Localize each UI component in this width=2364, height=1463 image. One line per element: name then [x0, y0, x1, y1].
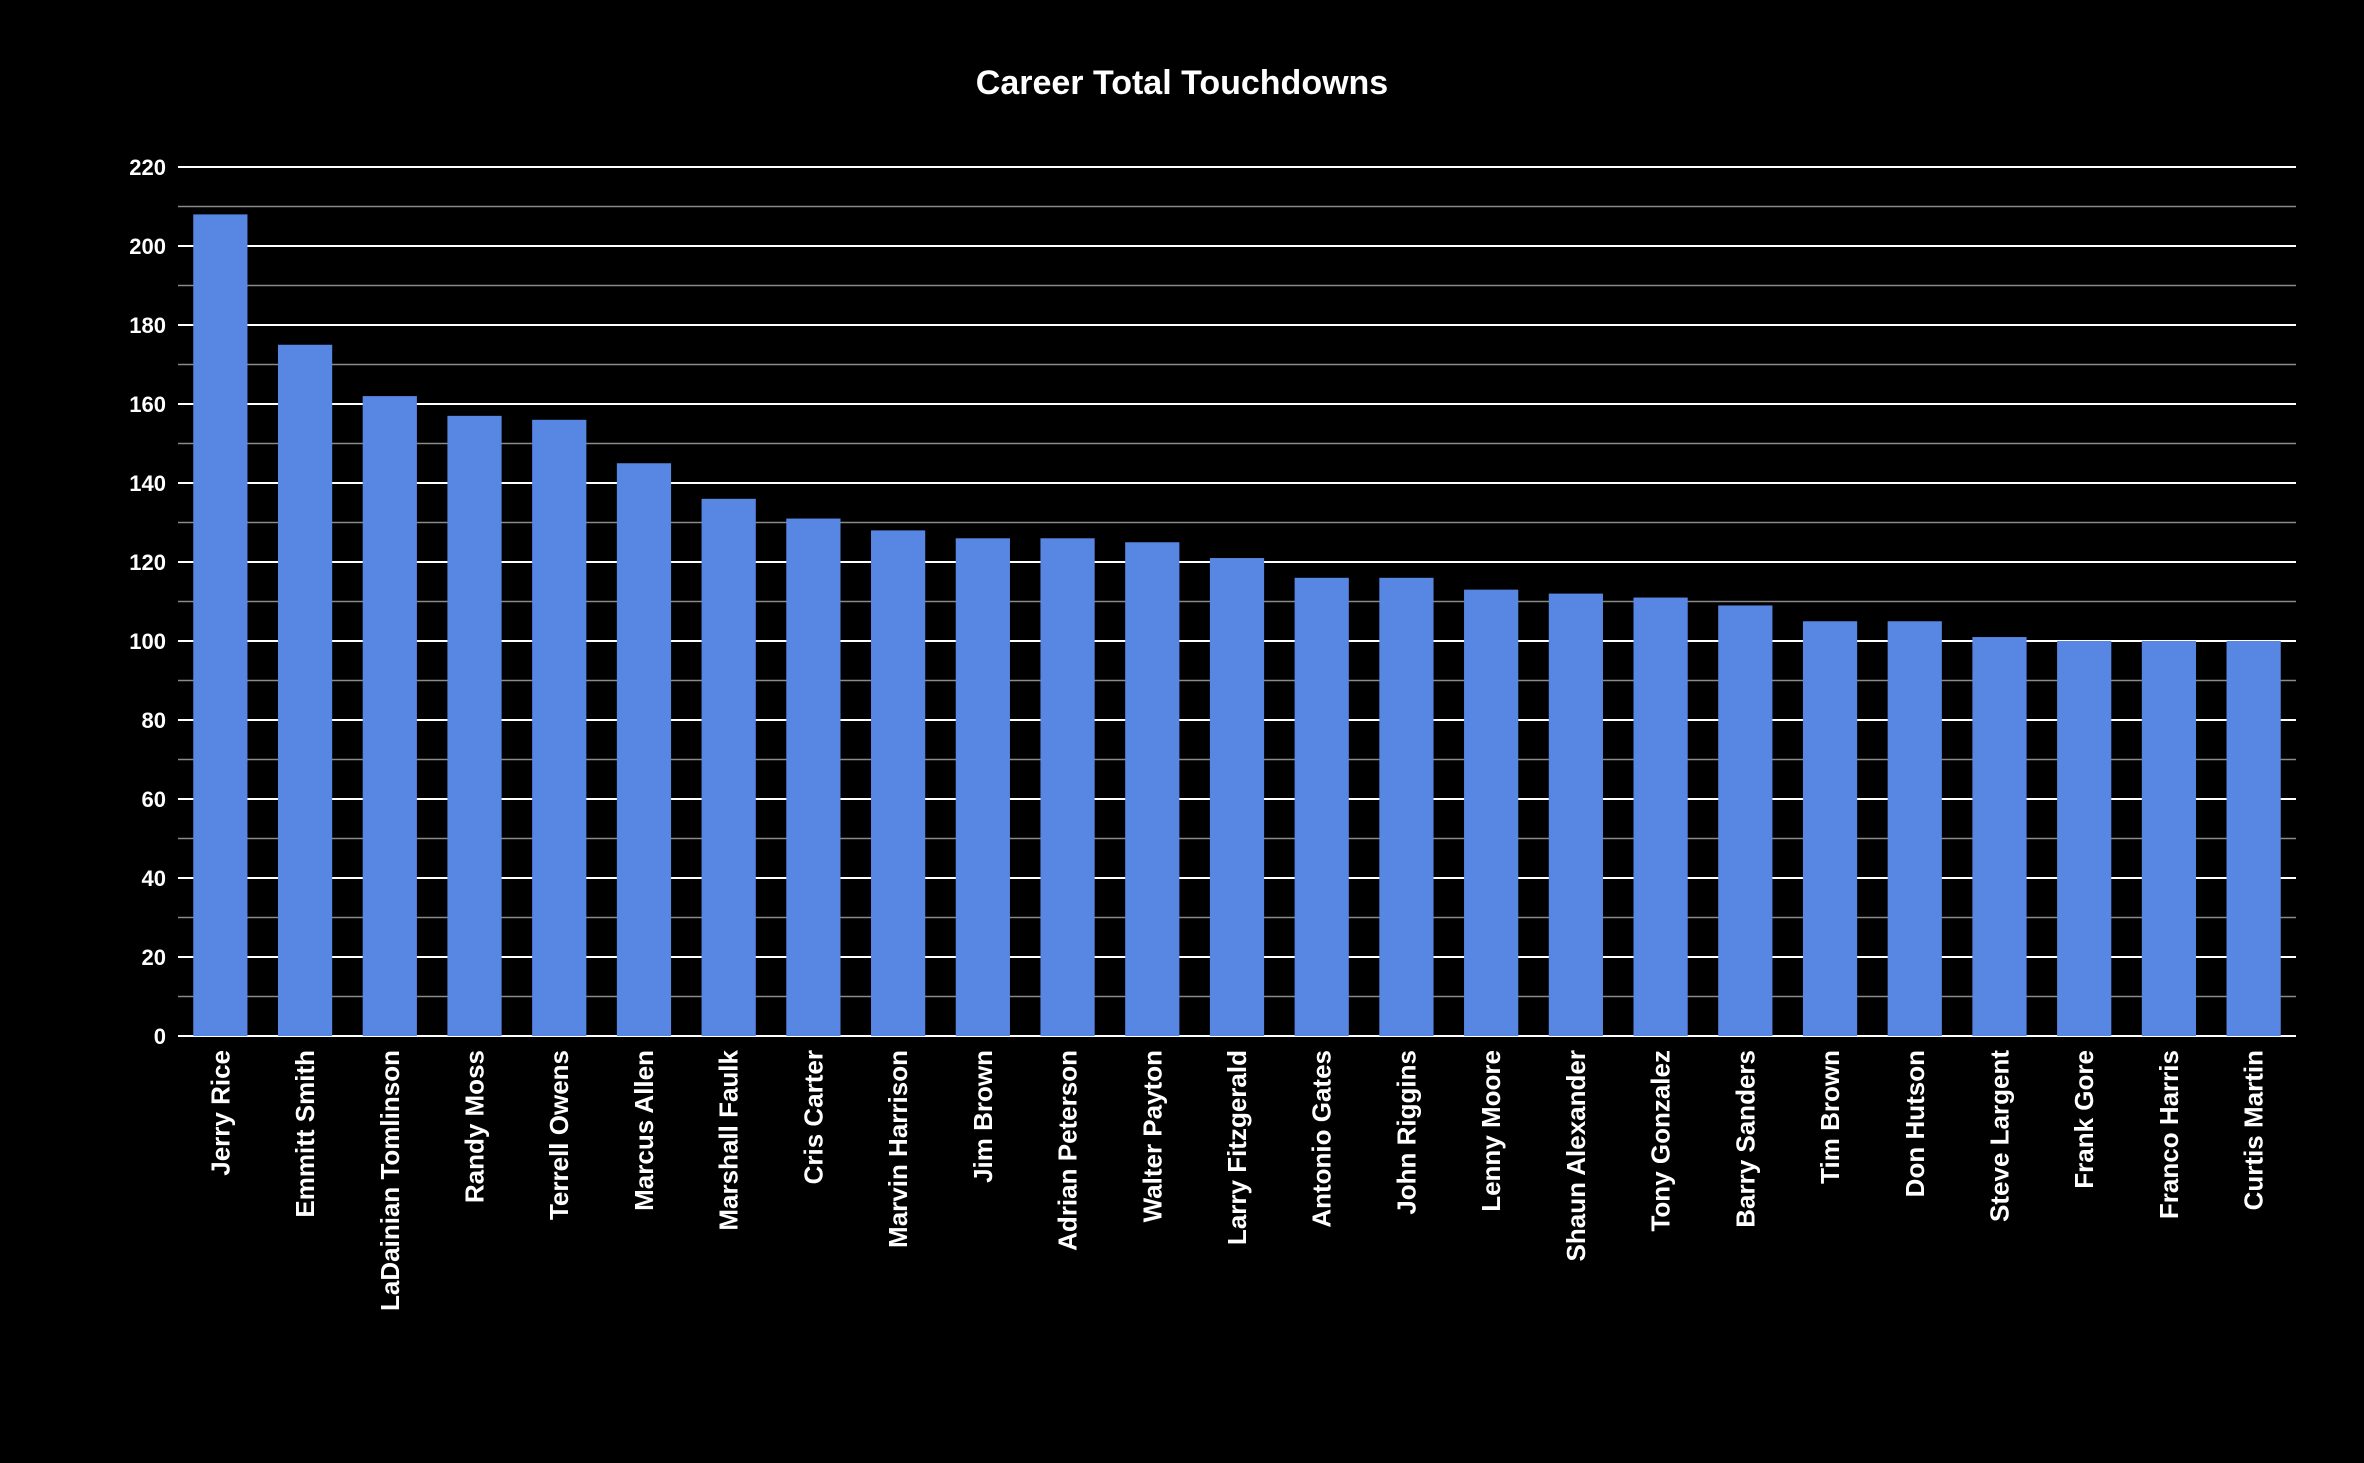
x-category-label: Cris Carter — [798, 1050, 828, 1184]
bar — [1718, 605, 1773, 1036]
bar — [871, 530, 926, 1036]
x-category-label: Randy Moss — [460, 1050, 490, 1203]
bar — [2141, 641, 2197, 1036]
chart-title: Career Total Touchdowns — [975, 64, 1389, 102]
y-tick-label: 220 — [129, 155, 166, 180]
y-axis-ticks: 0 20 40 60 80 100 120 140 160 180 200 220 — [129, 155, 166, 1049]
bar — [193, 214, 248, 1036]
x-category-label: Jim Brown — [968, 1050, 998, 1183]
bar — [1209, 558, 1265, 1036]
y-tick-label: 200 — [129, 234, 166, 259]
x-category-label: Terrell Owens — [544, 1050, 574, 1220]
bar — [616, 463, 672, 1036]
x-category-label: Antonio Gates — [1307, 1050, 1337, 1228]
y-tick-label: 180 — [129, 313, 166, 338]
x-category-label: Franco Harris — [2154, 1050, 2184, 1219]
x-category-label: Tony Gonzalez — [1646, 1050, 1676, 1232]
y-tick-label: 140 — [129, 471, 166, 496]
y-tick-label: 160 — [129, 392, 166, 417]
bar — [701, 498, 756, 1036]
x-category-label: Lenny Moore — [1476, 1050, 1506, 1212]
y-tick-label: 80 — [142, 708, 166, 733]
y-tick-label: 0 — [154, 1024, 166, 1049]
bar — [447, 415, 502, 1037]
bar — [362, 396, 417, 1037]
bar — [2057, 641, 2112, 1036]
x-category-label: Adrian Peterson — [1053, 1050, 1083, 1251]
x-category-label: Curtis Martin — [2239, 1050, 2269, 1210]
x-category-label: Don Hutson — [1900, 1050, 1930, 1197]
x-category-label: John Riggins — [1391, 1050, 1421, 1215]
x-category-label: Barry Sanders — [1730, 1050, 1760, 1228]
bar — [1040, 538, 1095, 1036]
y-tick-label: 120 — [129, 550, 166, 575]
x-category-label: Marshall Faulk — [714, 1049, 744, 1230]
bar — [1972, 637, 2027, 1036]
x-category-label: Marvin Harrison — [883, 1050, 913, 1248]
bars — [193, 214, 2281, 1037]
bar — [1125, 542, 1180, 1036]
bar — [786, 518, 841, 1036]
bar — [955, 538, 1010, 1036]
bar — [277, 344, 333, 1036]
bar — [1294, 577, 1349, 1036]
x-category-label: Walter Payton — [1137, 1050, 1167, 1222]
x-category-label: LaDainian Tomlinson — [375, 1050, 405, 1311]
x-category-label: Tim Brown — [1815, 1050, 1845, 1184]
x-category-label: Larry Fitzgerald — [1222, 1050, 1252, 1245]
bar — [2226, 641, 2281, 1036]
bar — [1464, 589, 1519, 1036]
x-category-label: Steve Largent — [1984, 1050, 2014, 1222]
y-tick-label: 20 — [142, 945, 166, 970]
bar — [1633, 597, 1688, 1036]
y-tick-label: 100 — [129, 629, 166, 654]
y-tick-label: 40 — [142, 866, 166, 891]
bar — [1548, 593, 1603, 1036]
x-axis-labels: Jerry Rice Emmitt Smith LaDainian Tomlinso… — [205, 1049, 2268, 1311]
y-tick-label: 60 — [142, 787, 166, 812]
bar — [1887, 621, 1942, 1036]
x-category-label: Frank Gore — [2069, 1050, 2099, 1189]
x-category-label: Jerry Rice — [205, 1050, 235, 1176]
x-category-label: Emmitt Smith — [290, 1050, 320, 1218]
x-category-label: Marcus Allen — [629, 1050, 659, 1211]
bar — [1379, 577, 1434, 1036]
bar — [532, 419, 587, 1036]
bar — [1802, 621, 1858, 1036]
x-category-label: Shaun Alexander — [1561, 1050, 1591, 1261]
